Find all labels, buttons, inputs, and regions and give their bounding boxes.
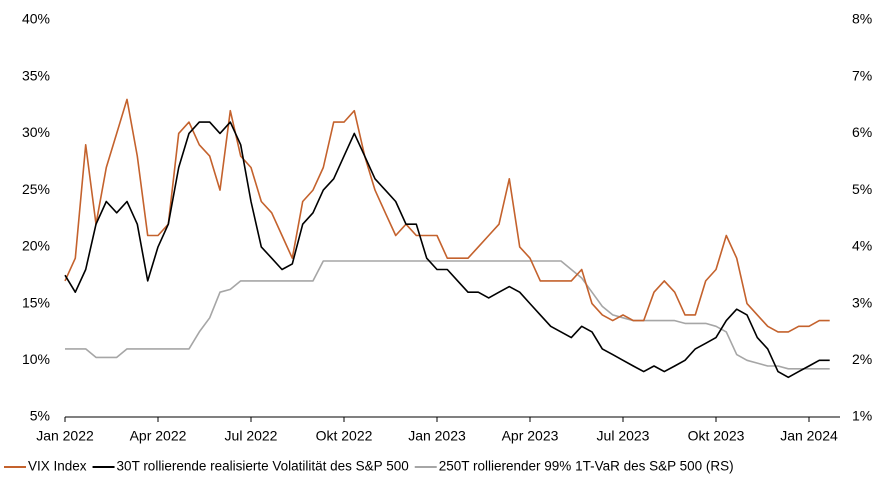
y-tick-label: 20% (22, 238, 50, 254)
legend-label: 30T rollierende realisierte Volatilität … (117, 459, 409, 474)
y2-tick-label: 8% (852, 11, 872, 27)
y-tick-label: 10% (22, 351, 50, 367)
legend-label: VIX Index (28, 459, 87, 474)
x-tick-label: Apr 2023 (502, 428, 559, 444)
y2-tick-label: 6% (852, 124, 872, 140)
y2-tick-label: 4% (852, 238, 872, 254)
x-tick-label: Jul 2022 (225, 428, 278, 444)
x-tick-label: Jan 2022 (36, 428, 94, 444)
x-tick-label: Okt 2023 (688, 428, 745, 444)
y-tick-label: 40% (22, 11, 50, 27)
x-tick-label: Apr 2022 (130, 428, 187, 444)
y-tick-label: 30% (22, 124, 50, 140)
series-line (65, 260, 830, 370)
x-tick-label: Jan 2023 (408, 428, 466, 444)
y2-tick-label: 1% (852, 408, 872, 424)
y-tick-label: 35% (22, 67, 50, 83)
x-tick-label: Jul 2023 (597, 428, 650, 444)
y-tick-label: 25% (22, 181, 50, 197)
y2-tick-label: 7% (852, 67, 872, 83)
x-tick-label: Jan 2024 (780, 428, 838, 444)
y-tick-label: 5% (30, 408, 50, 424)
y2-tick-label: 5% (852, 181, 872, 197)
series-line (64, 121, 830, 379)
series-line (64, 98, 830, 333)
y-tick-label: 15% (22, 294, 50, 310)
x-tick-label: Okt 2022 (316, 428, 373, 444)
y2-tick-label: 2% (852, 351, 872, 367)
legend-label: 250T rollierender 99% 1T-VaR des S&P 500… (439, 459, 734, 474)
y2-tick-label: 3% (852, 294, 872, 310)
